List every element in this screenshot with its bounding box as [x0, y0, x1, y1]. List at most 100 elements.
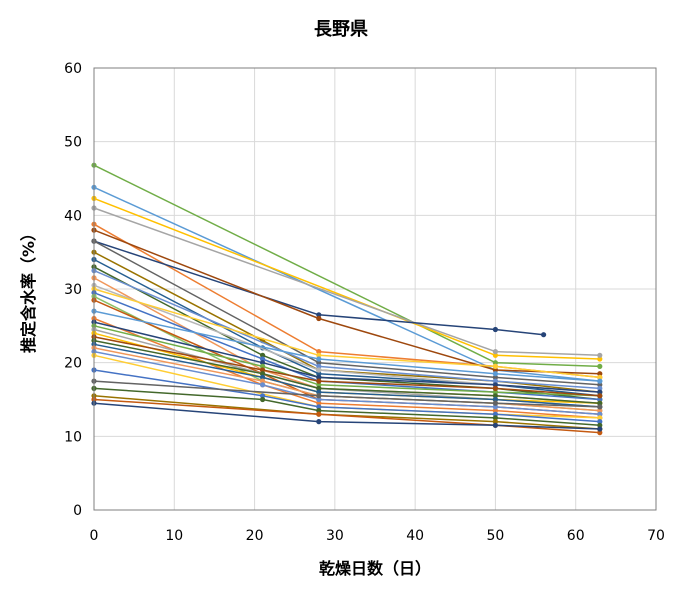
y-axis-title: 推定含水率（%） [19, 225, 38, 353]
gridlines [93, 67, 657, 511]
data-point [597, 400, 603, 406]
data-point [597, 430, 603, 436]
data-point [316, 382, 322, 388]
y-tick-label: 30 [64, 282, 82, 298]
data-point [316, 385, 322, 391]
data-point [260, 363, 266, 369]
data-series [91, 205, 603, 358]
data-point [492, 374, 498, 380]
data-point [492, 326, 498, 333]
y-tick-label: 0 [73, 503, 82, 519]
x-tick-label: 10 [165, 528, 183, 544]
data-point [492, 367, 498, 373]
data-point [316, 367, 322, 373]
x-tick-label: 50 [487, 528, 505, 544]
data-point [260, 356, 266, 362]
data-point [597, 419, 603, 425]
data-point [316, 360, 322, 366]
data-point [492, 382, 498, 388]
data-point [492, 349, 498, 355]
data-point [492, 360, 498, 366]
data-point [492, 419, 498, 425]
data-point [316, 408, 322, 414]
series-line [93, 269, 600, 390]
data-point [316, 374, 322, 380]
data-point [260, 396, 266, 403]
x-axis-title: 乾燥日数（日） [319, 559, 431, 578]
data-series [91, 195, 603, 362]
data-point [597, 374, 603, 380]
series-group [91, 162, 603, 436]
data-point [316, 356, 322, 362]
data-point [260, 393, 266, 399]
data-point [597, 404, 603, 410]
data-point [597, 411, 603, 417]
data-point [260, 378, 266, 384]
data-point [492, 363, 498, 369]
data-series [91, 256, 603, 399]
data-point [597, 356, 603, 362]
data-point [316, 400, 322, 406]
x-tick-label: 0 [90, 528, 99, 544]
data-point [492, 415, 498, 421]
data-series [91, 385, 603, 428]
data-point [492, 396, 498, 403]
data-point [597, 371, 603, 377]
series-line [93, 240, 544, 336]
x-tick-label: 20 [246, 528, 264, 544]
data-point [316, 315, 322, 322]
data-point [597, 363, 603, 369]
data-point [260, 367, 266, 373]
data-point [597, 422, 603, 428]
data-point [492, 422, 498, 428]
data-point [260, 374, 266, 380]
x-tick-label: 40 [406, 528, 424, 544]
series-line [93, 310, 600, 382]
data-point [316, 389, 322, 395]
data-point [316, 363, 322, 369]
data-series [91, 319, 603, 395]
data-point [260, 371, 266, 377]
data-series [91, 349, 603, 417]
data-point [597, 389, 603, 395]
data-series [91, 334, 603, 399]
data-point [492, 404, 498, 410]
data-point [260, 360, 266, 366]
y-tick-label: 10 [64, 429, 82, 445]
series-line [93, 395, 600, 430]
data-series [91, 268, 603, 391]
y-tick-label: 50 [64, 135, 82, 151]
x-tick-label: 60 [567, 528, 585, 544]
data-point [316, 404, 322, 410]
data-point [316, 352, 322, 358]
data-point [492, 408, 498, 414]
data-point [541, 332, 547, 338]
plot-area-frame [93, 67, 657, 511]
data-point [316, 349, 322, 355]
data-point [597, 393, 603, 399]
data-series [91, 338, 603, 406]
x-tick-label: 70 [647, 528, 665, 544]
data-point [597, 382, 603, 388]
series-line [93, 288, 600, 379]
data-point [492, 385, 498, 391]
data-series [91, 308, 603, 384]
y-tick-label: 60 [64, 61, 82, 77]
data-point [597, 426, 603, 432]
x-axis-ticks: 0 10 20 30 40 50 60 70 [90, 528, 665, 544]
data-point [316, 411, 322, 417]
chart-title: 長野県 [314, 19, 368, 40]
data-point [492, 378, 498, 384]
data-series [91, 378, 603, 410]
y-tick-label: 20 [64, 356, 82, 372]
data-point [597, 378, 603, 384]
data-point [316, 378, 322, 384]
series-line [93, 369, 600, 423]
series-line [93, 223, 600, 379]
series-line [93, 402, 600, 430]
x-tick-label: 30 [326, 528, 344, 544]
data-point [492, 352, 498, 358]
data-point [316, 396, 322, 403]
data-point [492, 389, 498, 395]
data-point [597, 352, 603, 358]
